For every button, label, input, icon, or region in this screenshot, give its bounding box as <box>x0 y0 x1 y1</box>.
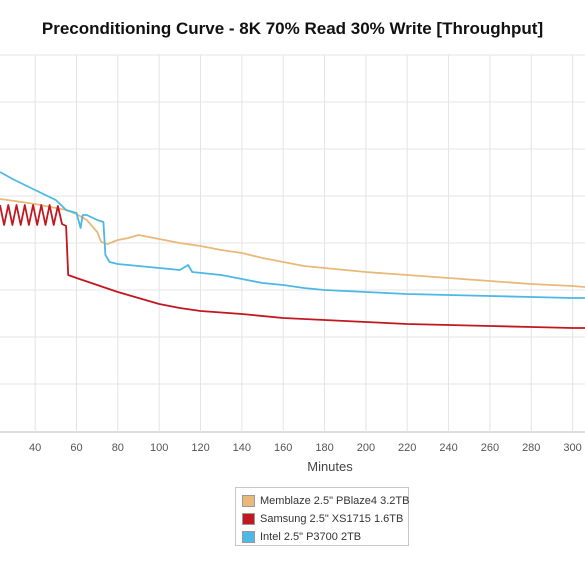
x-tick-label: 140 <box>233 442 251 454</box>
grid-lines <box>0 54 585 433</box>
x-tick-label: 220 <box>398 442 416 454</box>
chart-title: Preconditioning Curve - 8K 70% Read 30% … <box>41 19 544 38</box>
legend-label-memblaze: Memblaze 2.5" PBlaze4 3.2TB <box>260 495 410 507</box>
x-tick-label: 300 <box>563 442 581 454</box>
x-tick-label: 240 <box>439 442 457 454</box>
x-tick-label: 160 <box>274 442 292 454</box>
legend-item-intel: Intel 2.5" P3700 2TB <box>242 529 408 545</box>
legend-swatch-intel <box>242 531 255 543</box>
legend-label-samsung: Samsung 2.5" XS1715 1.6TB <box>260 513 404 525</box>
x-tick-label: 120 <box>191 442 209 454</box>
x-tick-label: 260 <box>481 442 499 454</box>
legend-item-samsung: Samsung 2.5" XS1715 1.6TB <box>242 511 408 527</box>
x-tick-label: 100 <box>150 442 168 454</box>
series-lines <box>0 171 585 329</box>
x-axis-ticks: 40 60 80 100 120 140 160 180 200 220 240 260 280 300 <box>29 442 582 454</box>
legend-swatch-samsung <box>242 513 255 525</box>
x-tick-label: 200 <box>357 442 375 454</box>
x-tick-label: 40 <box>29 442 41 454</box>
legend-swatch-memblaze <box>242 495 255 507</box>
legend-item-memblaze: Memblaze 2.5" PBlaze4 3.2TB <box>242 493 410 509</box>
x-tick-label: 80 <box>112 442 124 454</box>
series-line-intel <box>0 171 585 299</box>
x-tick-label: 60 <box>70 442 82 454</box>
legend-label-intel: Intel 2.5" P3700 2TB <box>260 531 362 543</box>
series-line-samsung <box>0 204 585 329</box>
legend: Memblaze 2.5" PBlaze4 3.2TB Samsung 2.5"… <box>235 487 409 546</box>
x-axis-label: Minutes <box>307 459 353 474</box>
x-tick-label: 180 <box>315 442 333 454</box>
x-tick-label: 280 <box>522 442 540 454</box>
